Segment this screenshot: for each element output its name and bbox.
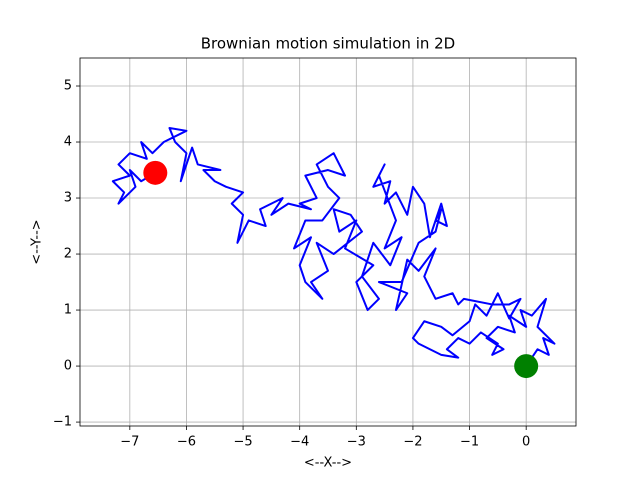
- start-marker: [514, 354, 539, 379]
- y-tick-label: 0: [64, 359, 72, 374]
- x-tick-label: −6: [177, 435, 196, 450]
- y-tick-label: 2: [64, 247, 72, 262]
- chart-title: Brownian motion simulation in 2D: [201, 35, 456, 53]
- y-tick-label: 1: [64, 303, 72, 318]
- x-tick-label: −4: [290, 435, 309, 450]
- x-tick-label: −7: [120, 435, 139, 450]
- x-tick-label: −2: [403, 435, 422, 450]
- x-tick-label: −3: [347, 435, 366, 450]
- brownian-path: [111, 127, 556, 367]
- end-marker: [143, 160, 168, 185]
- plot-frame: [79, 57, 577, 427]
- x-tick-label: −1: [460, 435, 479, 450]
- x-tick-label: 0: [522, 435, 530, 450]
- y-axis-label: <--Y-->: [30, 219, 45, 264]
- x-tick-label: −5: [233, 435, 252, 450]
- x-axis-label: <--X-->: [304, 456, 352, 471]
- y-tick-label: 4: [64, 135, 72, 150]
- y-tick-label: −1: [53, 415, 72, 430]
- y-tick-label: 3: [64, 191, 72, 206]
- y-tick-label: 5: [64, 79, 72, 94]
